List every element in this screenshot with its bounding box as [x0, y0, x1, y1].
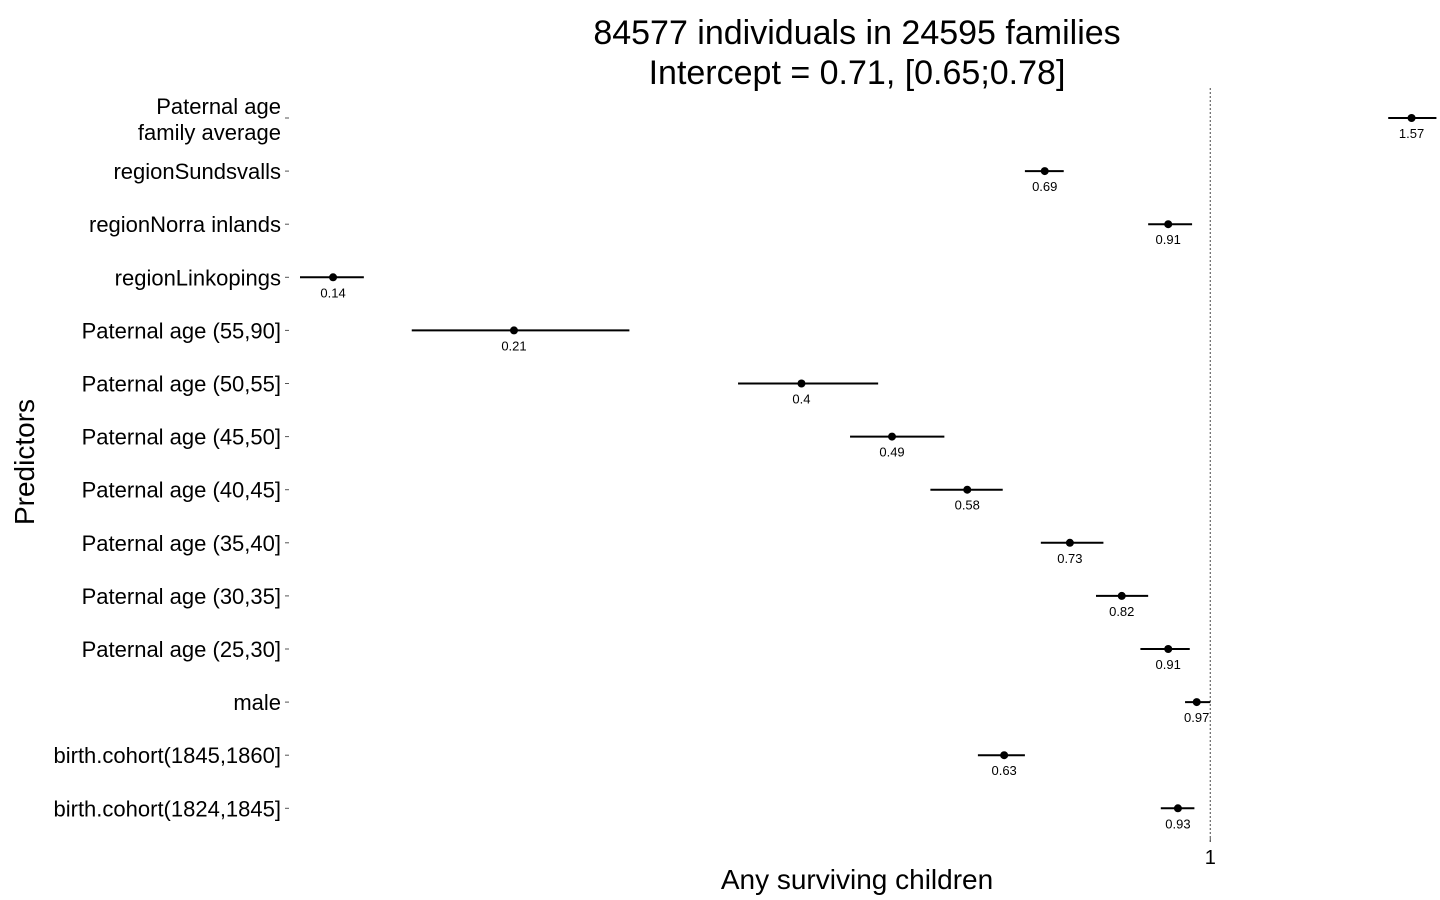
predictor-label: Paternal age (50,55]	[82, 372, 281, 397]
x-axis-title: Any surviving children	[721, 864, 993, 895]
estimate-label: 1.57	[1399, 126, 1424, 141]
point-estimate	[1117, 591, 1126, 600]
forest-row: regionLinkopings 0.14	[115, 265, 364, 300]
estimate-label: 0.91	[1156, 232, 1181, 247]
estimate-label: 0.58	[955, 498, 980, 513]
forest-row: Paternal age (45,50] 0.49	[82, 425, 945, 460]
x-tick-label: 1	[1205, 847, 1216, 869]
forest-row: birth.cohort(1845,1860] 0.63	[54, 743, 1025, 778]
estimate-label: 0.73	[1057, 551, 1082, 566]
predictor-label: Paternal age	[156, 94, 281, 119]
predictor-label: Paternal age (40,45]	[82, 478, 281, 503]
predictor-label: Paternal age (25,30]	[82, 637, 281, 662]
predictor-label: birth.cohort(1845,1860]	[54, 743, 282, 768]
forest-row: regionNorra inlands 0.91	[89, 212, 1193, 247]
point-estimate	[1065, 538, 1074, 547]
estimate-label: 0.14	[320, 285, 345, 300]
chart-title-line-2: Intercept = 0.71, [0.65;0.78]	[649, 54, 1066, 92]
point-estimate	[888, 432, 897, 441]
forest-row: Paternal age (55,90] 0.21	[82, 318, 630, 353]
forest-row: birth.cohort(1824,1845] 0.93	[54, 796, 1195, 831]
point-estimate	[963, 485, 972, 494]
estimate-label: 0.69	[1032, 179, 1057, 194]
chart-title-line-1: 84577 individuals in 24595 families	[593, 14, 1120, 52]
predictor-label: birth.cohort(1824,1845]	[54, 796, 282, 821]
predictor-label: Paternal age (30,35]	[82, 584, 281, 609]
point-estimate	[797, 379, 806, 388]
point-estimate	[1173, 804, 1182, 813]
predictor-label: regionLinkopings	[115, 265, 281, 290]
x-axis: 1	[1205, 838, 1216, 869]
predictor-label: male	[233, 690, 281, 715]
forest-row: regionSundsvalls 0.69	[113, 159, 1064, 194]
forest-row: Paternal age (25,30] 0.91	[82, 637, 1190, 672]
point-estimate	[1164, 220, 1173, 229]
predictor-label: family average	[138, 120, 281, 145]
point-estimate	[509, 326, 518, 335]
y-axis-title: Predictors	[9, 399, 40, 525]
forest-row: Paternal age (50,55] 0.4	[82, 372, 879, 407]
point-estimate	[1407, 114, 1416, 122]
forest-row: Paternal age (35,40] 0.73	[82, 531, 1104, 566]
forest-row: Paternal age (40,45] 0.58	[82, 478, 1003, 513]
estimate-label: 0.63	[991, 763, 1016, 778]
point-estimate	[1000, 751, 1009, 760]
estimate-label: 0.93	[1165, 816, 1190, 831]
estimate-label: 0.97	[1184, 710, 1209, 725]
estimate-label: 0.82	[1109, 604, 1134, 619]
estimate-label: 0.91	[1156, 657, 1181, 672]
forest-row: Paternal age (30,35] 0.82	[82, 584, 1149, 619]
point-estimate	[1164, 645, 1173, 653]
estimate-label: 0.49	[879, 445, 904, 460]
predictor-label: Paternal age (45,50]	[82, 425, 281, 450]
point-estimate	[1040, 167, 1049, 176]
point-estimate	[1192, 698, 1201, 707]
predictor-label: Paternal age (35,40]	[82, 531, 281, 556]
predictor-label: regionNorra inlands	[89, 212, 281, 237]
estimate-label: 0.21	[501, 338, 526, 353]
predictor-label: regionSundsvalls	[113, 159, 281, 184]
estimate-label: 0.4	[792, 392, 810, 407]
point-estimate	[329, 273, 338, 282]
predictor-label: Paternal age (55,90]	[82, 318, 281, 343]
forest-row: male 0.97	[233, 690, 1211, 725]
